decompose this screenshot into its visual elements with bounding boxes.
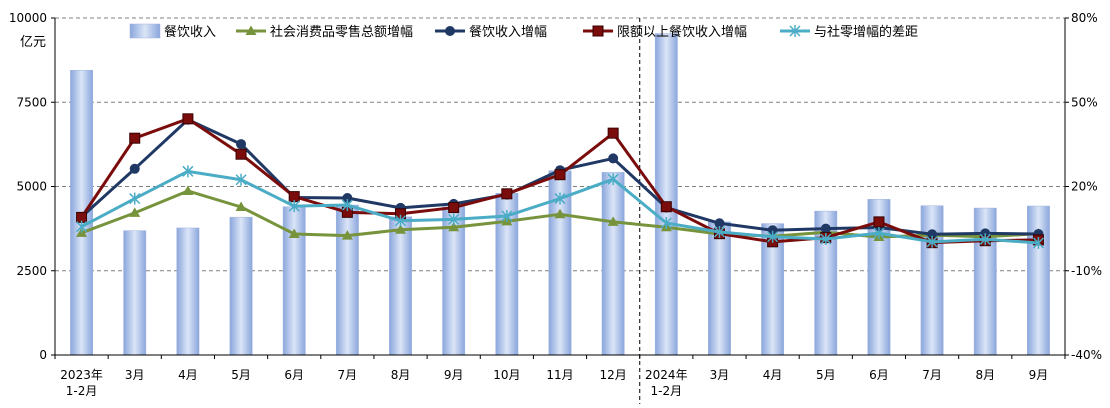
legend: 餐饮收入 社会消费品零售总额增幅 餐饮收入增幅 限额以上餐饮收入增幅 与社零增幅的差距 (129, 23, 918, 40)
x-tick-label: 7月 (922, 368, 942, 382)
legend-label: 餐饮收入增幅 (469, 24, 547, 40)
marker-square (235, 148, 247, 160)
left-tick-label: 5000 (16, 180, 47, 194)
marker-circle (714, 218, 725, 229)
x-tick-label: 4月 (178, 368, 198, 382)
bar (708, 221, 731, 356)
x-tick-label: 1-2月 (66, 384, 98, 398)
marker-circle (342, 193, 353, 204)
marker-square (554, 169, 566, 181)
x-tick-label: 5月 (231, 368, 251, 382)
x-tick-label: 9月 (1029, 368, 1049, 382)
legend-label: 社会消费品零售总额增幅 (270, 24, 413, 40)
x-tick-label: 3月 (125, 368, 145, 382)
legend-label: 餐饮收入 (164, 24, 216, 40)
marker-triangle (245, 25, 257, 35)
x-tick-label: 3月 (710, 368, 730, 382)
right-tick-label: -40% (1071, 348, 1102, 362)
marker-circle (236, 139, 247, 150)
marker-square (607, 127, 619, 139)
bar (389, 216, 412, 356)
marker-circle (129, 163, 140, 174)
marker-triangle (607, 216, 619, 226)
marker-circle (767, 225, 778, 236)
x-tick-label: 6月 (869, 368, 889, 382)
x-tick-label: 10月 (493, 368, 520, 382)
marker-square (873, 216, 885, 228)
left-tick-label: 10000 (9, 11, 47, 25)
y-axis-label: 亿元 (20, 35, 46, 50)
bar (920, 205, 944, 356)
bar (176, 227, 200, 356)
left-tick-label: 2500 (16, 264, 47, 278)
legend-item: 餐饮收入增幅 (435, 24, 547, 40)
marker-square (448, 202, 460, 214)
legend-item: 社会消费品零售总额增幅 (236, 24, 413, 40)
x-tick-label: 6月 (284, 368, 304, 382)
x-tick-label: 4月 (763, 368, 783, 382)
right-tick-label: -10% (1071, 264, 1102, 278)
x-tick-label: 11月 (546, 368, 573, 382)
axes (51, 17, 1069, 359)
bar (229, 216, 253, 356)
left-tick-label: 7500 (16, 95, 47, 109)
bar (123, 230, 147, 356)
bar (335, 204, 359, 356)
left-tick-label: 0 (39, 348, 47, 362)
tick-labels: 0 2500 5000 7500 10000 -40% -10% 20% 50% 80% 2023年… (9, 11, 1102, 398)
x-tick-label: 7月 (338, 368, 358, 382)
right-tick-label: 50% (1071, 95, 1098, 109)
legend-label: 与社零增幅的差距 (814, 24, 918, 40)
bar (601, 172, 625, 356)
marker-square (288, 191, 300, 203)
marker-circle (608, 153, 619, 164)
line-series (76, 113, 1044, 249)
right-tick-label: 80% (1071, 11, 1098, 25)
line-series-group (76, 165, 1044, 249)
marker-square (592, 25, 604, 37)
marker-square (182, 113, 194, 125)
marker-square (129, 132, 141, 144)
marker-triangle (288, 228, 300, 238)
legend-label: 限额以上餐饮收入增幅 (617, 24, 747, 40)
marker-square (501, 188, 513, 200)
x-tick-label: 8月 (975, 368, 995, 382)
marker-triangle (554, 208, 566, 219)
marker-circle (445, 26, 455, 36)
x-tick-label: 12月 (600, 368, 627, 382)
legend-item: 餐饮收入 (129, 23, 216, 40)
marker-triangle (395, 224, 407, 234)
marker-triangle (182, 185, 194, 195)
right-tick-label: 20% (1071, 180, 1098, 194)
marker-square (660, 201, 672, 213)
legend-item: 限额以上餐饮收入增幅 (583, 24, 747, 40)
x-tick-label: 2023年 (60, 368, 103, 382)
legend-item: 与社零增幅的差距 (780, 24, 918, 40)
x-tick-label: 5月 (816, 368, 836, 382)
x-tick-label: 8月 (391, 368, 411, 382)
marker-triangle (235, 201, 247, 212)
x-tick-label: 2024年 (645, 368, 688, 382)
x-tick-label: 9月 (444, 368, 464, 382)
marker-triangle (448, 221, 460, 232)
marker-triangle (341, 230, 353, 240)
bar-series (70, 33, 1050, 356)
legend-swatch (129, 23, 161, 39)
marker-triangle (129, 207, 141, 217)
marker-circle (820, 223, 831, 234)
marker-circle (927, 229, 938, 240)
x-tick-label: 1-2月 (651, 384, 683, 398)
